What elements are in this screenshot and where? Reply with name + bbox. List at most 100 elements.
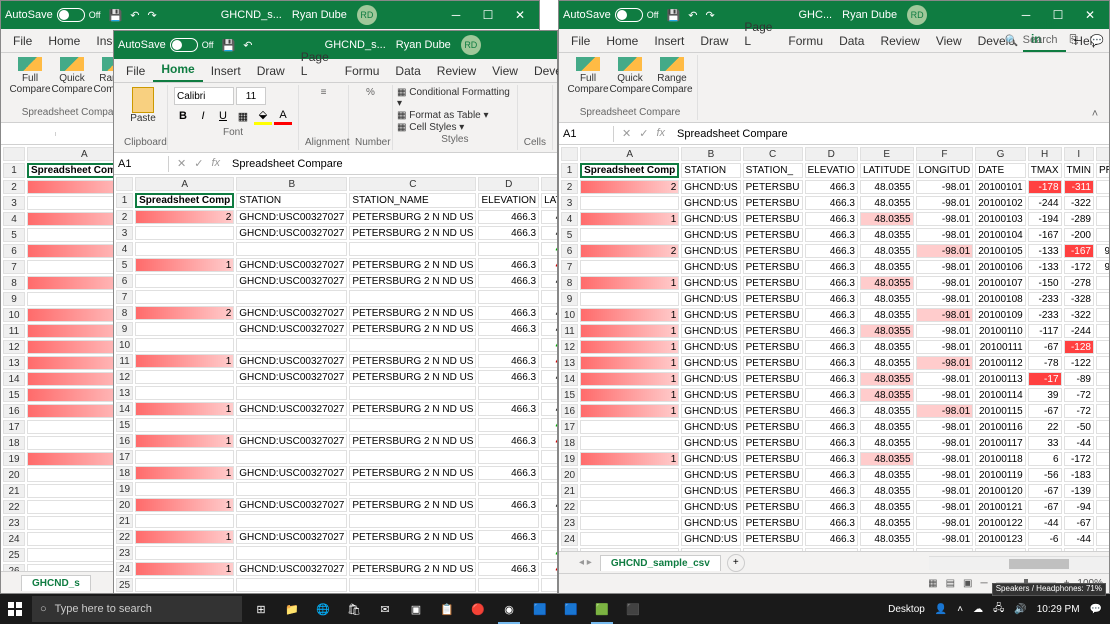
spreadsheet-grid[interactable]: ABCDEFGHIJ1Spreadsheet CompSTATIONSTATIO… [559, 145, 1109, 551]
ribbon-tab-page l[interactable]: Page L [736, 16, 780, 52]
view-layout-icon[interactable]: ▤ [946, 578, 955, 589]
explorer-icon[interactable]: 📁 [277, 594, 307, 624]
quick-compare-button[interactable]: QuickCompare [611, 57, 649, 95]
taskbar-search[interactable]: ○ Type here to search [32, 596, 242, 622]
edge-icon[interactable]: 🌐 [308, 594, 338, 624]
fx-icon[interactable]: fx [656, 127, 665, 140]
ribbon-tab-view[interactable]: View [484, 60, 526, 82]
app-icon[interactable]: ⬛ [618, 594, 648, 624]
onedrive-icon[interactable]: ☁ [973, 604, 983, 615]
redo-icon[interactable]: ↷ [705, 9, 714, 22]
ribbon-tab-review[interactable]: Review [429, 60, 484, 82]
formula-text[interactable]: Spreadsheet Compare [228, 156, 557, 172]
ribbon-tab-home[interactable]: Home [153, 58, 202, 82]
redo-icon[interactable]: ↷ [147, 9, 156, 22]
fx-icon[interactable]: fx [211, 157, 220, 170]
ribbon-tab-home[interactable]: Home [40, 30, 88, 52]
user-avatar[interactable]: RD [357, 5, 377, 25]
desktop-label[interactable]: Desktop [888, 604, 925, 615]
network-icon[interactable]: 🖧 [993, 601, 1004, 618]
zoom-out-button[interactable]: ─ [980, 578, 987, 589]
undo-icon[interactable]: ↶ [243, 39, 252, 52]
enter-icon[interactable]: ✓ [194, 157, 203, 170]
sheet-area[interactable]: ABCDEF1Spreadsheet CompSTATIONSTATION_NA… [114, 175, 557, 593]
bold-button[interactable]: B [174, 107, 192, 125]
vivaldi-icon[interactable]: 🔴 [463, 594, 493, 624]
ribbon-tab-page l[interactable]: Page L [293, 46, 337, 82]
excel-icon[interactable]: 🟩 [587, 594, 617, 624]
cell-styles-button[interactable]: ▦ Cell Styles ▾ [397, 122, 513, 133]
italic-button[interactable]: I [194, 107, 212, 125]
toggle-switch[interactable] [615, 8, 643, 22]
clock-time[interactable]: 10:29 PM [1037, 604, 1080, 615]
sheet-tab[interactable]: GHCND_s [21, 575, 91, 591]
ribbon-tab-review[interactable]: Review [872, 30, 927, 52]
volume-icon[interactable]: 🔊 [1014, 604, 1026, 615]
autosave-toggle[interactable]: AutoSave Off [118, 38, 214, 52]
sheet-tab[interactable]: GHCND_sample_csv [600, 555, 721, 571]
horizontal-scrollbar[interactable] [929, 556, 1109, 570]
ribbon-tab-formu[interactable]: Formu [337, 60, 388, 82]
full-compare-button[interactable]: FullCompare [11, 57, 49, 95]
ribbon-tab-data[interactable]: Data [831, 30, 872, 52]
save-icon[interactable]: 💾 [667, 9, 681, 22]
ribbon-tab-view[interactable]: View [928, 30, 970, 52]
minimize-button[interactable]: ─ [441, 4, 471, 26]
add-sheet-button[interactable]: + [727, 554, 745, 572]
ribbon-tab-insert[interactable]: Insert [646, 30, 692, 52]
name-box[interactable]: A1 [559, 126, 614, 142]
close-button[interactable]: ✕ [1075, 4, 1105, 26]
paste-button[interactable]: Paste [124, 87, 162, 125]
user-avatar[interactable]: RD [907, 5, 927, 25]
fill-color-button[interactable]: ⬙ [254, 107, 272, 125]
spreadsheet-grid[interactable]: ABCDEF1Spreadsheet CompSTATIONSTATION_NA… [114, 175, 557, 593]
maximize-button[interactable]: ☐ [473, 4, 503, 26]
full-compare-button[interactable]: FullCompare [569, 57, 607, 95]
autosave-toggle[interactable]: AutoSave Off [5, 8, 101, 22]
cancel-icon[interactable]: ✕ [177, 157, 186, 170]
undo-icon[interactable]: ↶ [130, 9, 139, 22]
name-box[interactable]: A1 [114, 156, 169, 172]
store-icon[interactable]: 🛍 [339, 594, 369, 624]
save-icon[interactable]: 💾 [222, 39, 236, 52]
tray-chevron-icon[interactable]: ˄ [957, 604, 963, 615]
ribbon-tab-insert[interactable]: Insert [203, 60, 249, 82]
mail-icon[interactable]: ✉ [370, 594, 400, 624]
enter-icon[interactable]: ✓ [639, 127, 648, 140]
people-icon[interactable]: 👤 [935, 604, 947, 615]
underline-button[interactable]: U [214, 107, 232, 125]
font-size-select[interactable] [236, 87, 266, 105]
ribbon-tab-home[interactable]: Home [598, 30, 646, 52]
undo-icon[interactable]: ↶ [688, 9, 697, 22]
save-icon[interactable]: 💾 [109, 9, 123, 22]
app-icon[interactable]: 📋 [432, 594, 462, 624]
quick-compare-button[interactable]: QuickCompare [53, 57, 91, 95]
toggle-switch[interactable] [57, 8, 85, 22]
autosave-toggle[interactable]: AutoSave Off [563, 8, 659, 22]
cancel-icon[interactable]: ✕ [622, 127, 631, 140]
ribbon-tab-file[interactable]: File [5, 30, 40, 52]
format-as-table-button[interactable]: ▦ Format as Table ▾ [397, 110, 513, 121]
font-color-button[interactable]: A [274, 107, 292, 125]
share-icon[interactable]: ⎘ [1063, 34, 1084, 47]
ribbon-tab-draw[interactable]: Draw [692, 30, 736, 52]
app-icon[interactable]: 🟦 [525, 594, 555, 624]
view-normal-icon[interactable]: ▦ [928, 578, 937, 589]
collapse-ribbon-button[interactable]: ˄ [1085, 108, 1105, 120]
ribbon-tab-file[interactable]: File [563, 30, 598, 52]
word-icon[interactable]: 🟦 [556, 594, 586, 624]
view-break-icon[interactable]: ▣ [963, 578, 972, 589]
formula-text[interactable]: Spreadsheet Compare [673, 126, 1109, 142]
ribbon-tab-data[interactable]: Data [387, 60, 428, 82]
search-box[interactable]: 🔍 Search [1005, 34, 1064, 47]
user-avatar[interactable]: RD [461, 35, 481, 55]
tab-nav-icon[interactable]: ◂ ▸ [579, 557, 592, 568]
font-name-select[interactable] [174, 87, 234, 105]
ribbon-tab-formu[interactable]: Formu [780, 30, 831, 52]
comments-icon[interactable]: 💬 [1084, 34, 1110, 47]
ribbon-tab-file[interactable]: File [118, 60, 153, 82]
toggle-switch[interactable] [170, 38, 198, 52]
close-button[interactable]: ✕ [505, 4, 535, 26]
chrome-icon[interactable]: ◉ [494, 594, 524, 624]
notifications-icon[interactable]: 💬 [1090, 604, 1102, 615]
